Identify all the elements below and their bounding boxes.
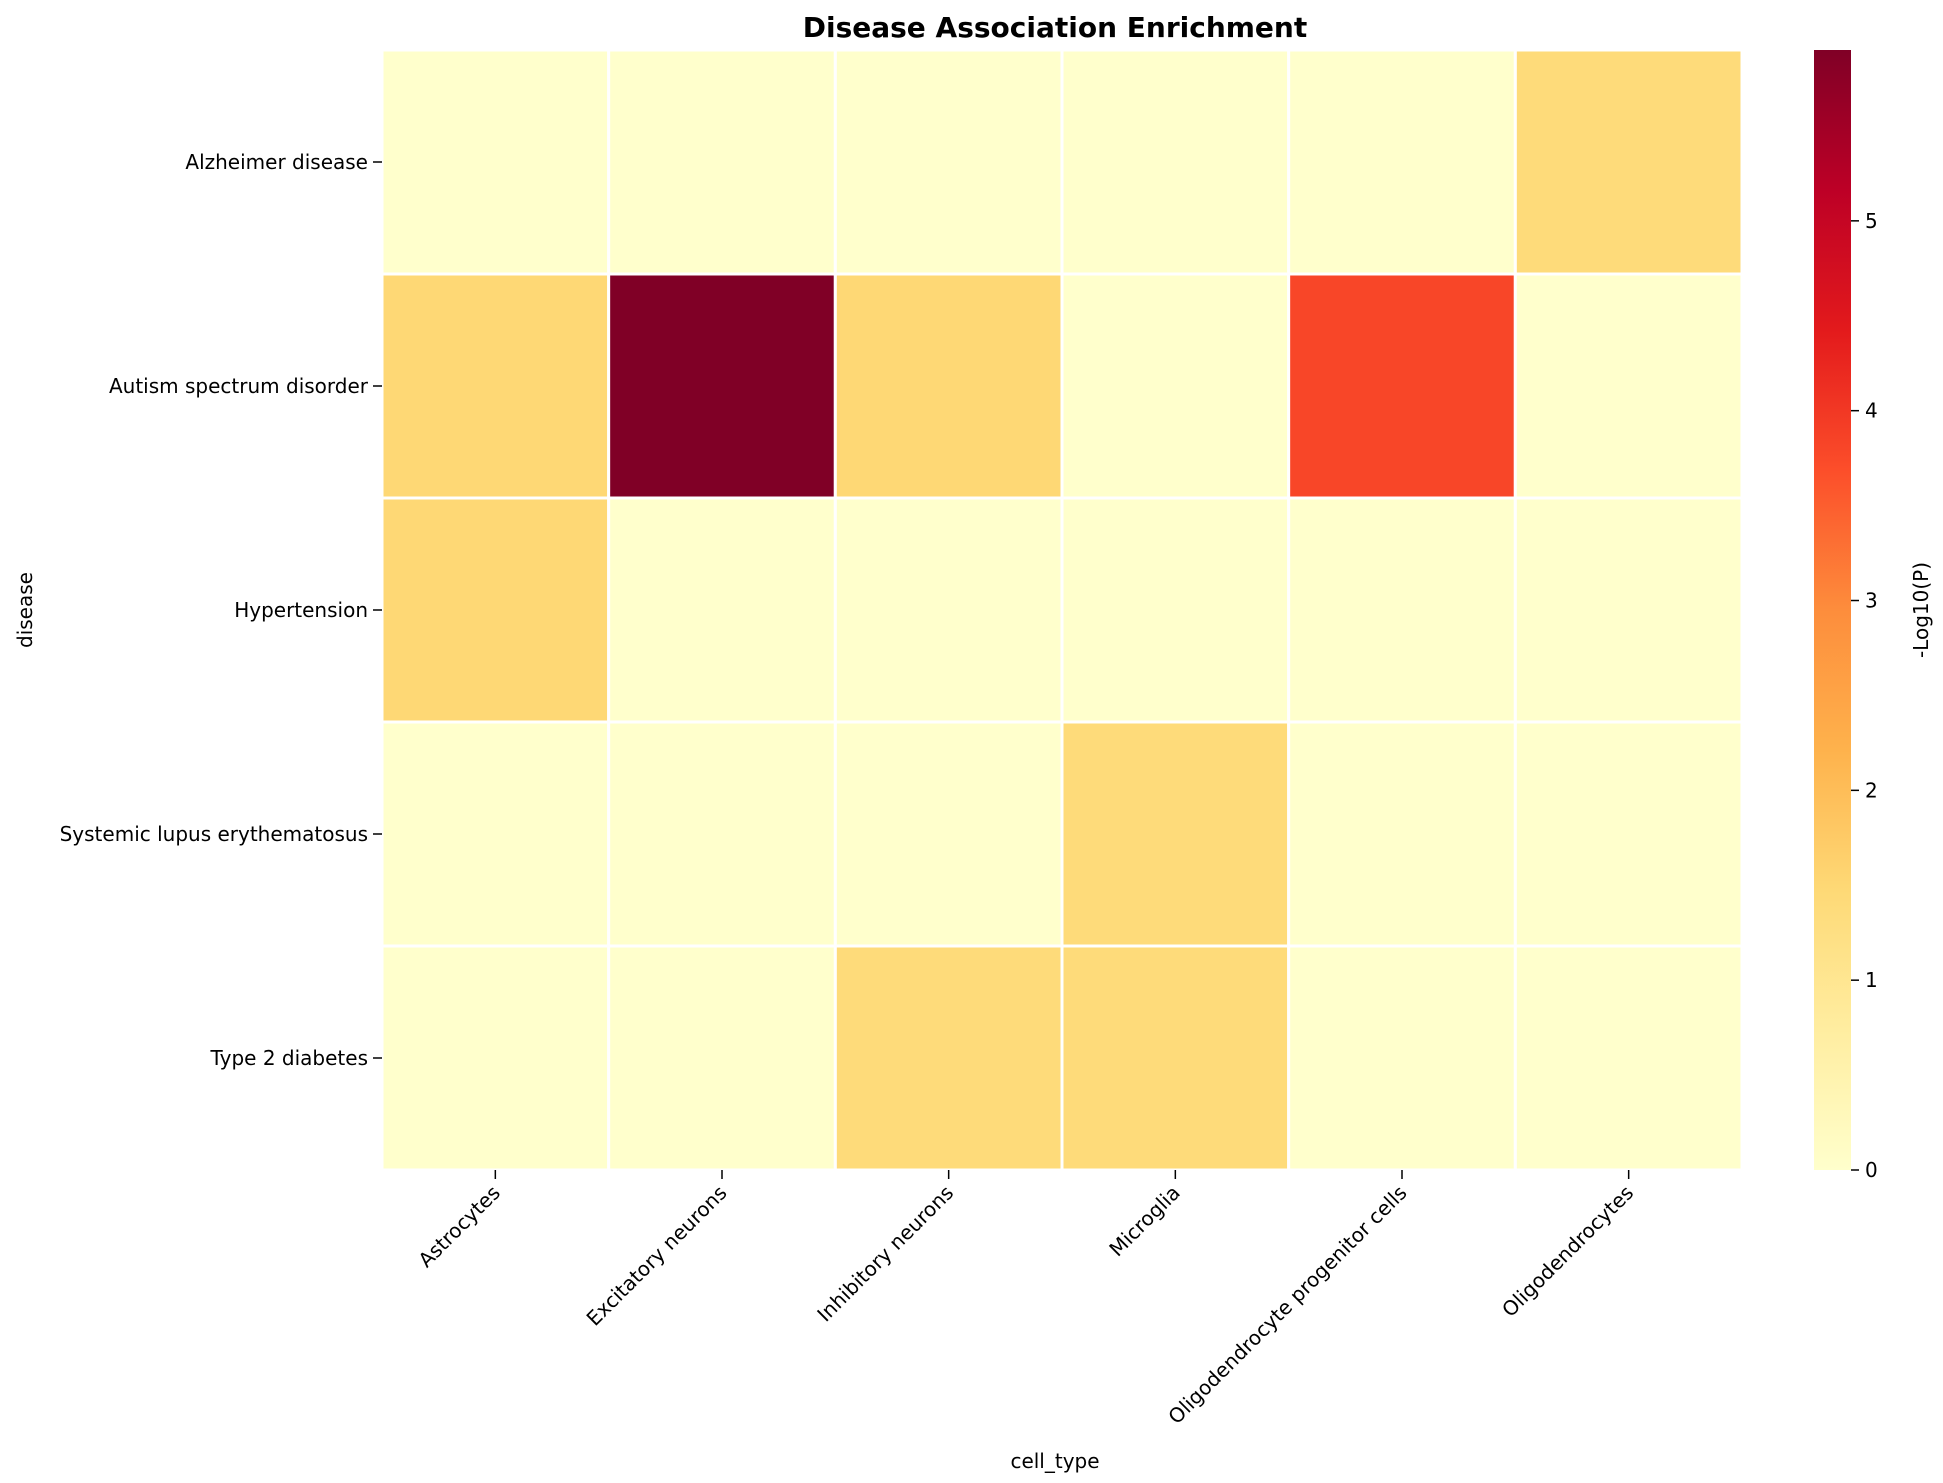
colorbar-tick-label: 4: [1865, 399, 1878, 423]
x-tick-label: Microglia: [1104, 1181, 1185, 1262]
heatmap-cell: [607, 272, 837, 500]
heatmap-cell: [380, 48, 611, 276]
heatmap-cell: [607, 48, 837, 276]
heatmap-cell: [833, 48, 1064, 276]
heatmap-cell: [1513, 272, 1744, 500]
heatmap-cell: [1060, 720, 1291, 948]
x-tick-label: Inhibitory neurons: [812, 1181, 958, 1327]
heatmap-cell: [833, 944, 1064, 1172]
heatmap-cell: [833, 720, 1064, 948]
heatmap-cell: [607, 720, 837, 948]
y-axis-ticks: Alzheimer disease Autism spectrum disorde…: [60, 150, 382, 1070]
heatmap-cell: [1513, 496, 1744, 724]
colorbar-tick-label: 2: [1865, 778, 1878, 802]
heatmap-cell: [1513, 944, 1744, 1172]
heatmap-cell: [1060, 496, 1291, 724]
y-axis-label: disease: [13, 572, 37, 648]
heatmap-cell: [1287, 944, 1517, 1172]
x-axis-label: cell_type: [1010, 1449, 1099, 1473]
heatmap-cell: [607, 496, 837, 724]
heatmap-cells: [380, 48, 1744, 1172]
y-tick-label: Systemic lupus erythematosus: [60, 822, 368, 846]
heatmap-cell: [380, 496, 611, 724]
x-tick-label: Oligodendrocytes: [1497, 1181, 1638, 1322]
heatmap-cell: [833, 496, 1064, 724]
heatmap-cell: [833, 272, 1064, 500]
colorbar-tick-label: 1: [1865, 968, 1878, 992]
x-tick-label: Oligodendrocyte progenitor cells: [1163, 1181, 1411, 1429]
heatmap-cell: [1060, 272, 1291, 500]
colorbar-tick-label: 3: [1865, 589, 1878, 613]
y-tick-label: Autism spectrum disorder: [109, 374, 369, 398]
colorbar-ticks: 0 1 2 3 4 5: [1851, 209, 1878, 1182]
heatmap-cell: [1513, 48, 1744, 276]
y-tick-label: Type 2 diabetes: [210, 1046, 368, 1070]
heatmap-cell: [380, 720, 611, 948]
heatmap-cell: [380, 272, 611, 500]
y-tick-label: Alzheimer disease: [185, 150, 368, 174]
colorbar-label: -Log10(P): [1909, 562, 1933, 658]
chart-title: Disease Association Enrichment: [803, 11, 1308, 44]
colorbar: [1814, 50, 1851, 1170]
colorbar-tick-label: 5: [1865, 209, 1878, 233]
heatmap-cell: [1513, 720, 1744, 948]
x-tick-label: Astrocytes: [413, 1181, 504, 1272]
heatmap-cell: [1287, 496, 1517, 724]
x-axis-ticks: Astrocytes Excitatory neurons Inhibitory n…: [413, 1170, 1638, 1429]
heatmap-cell: [1060, 48, 1291, 276]
heatmap-cell: [1287, 720, 1517, 948]
heatmap-cell: [380, 944, 611, 1172]
y-tick-label: Hypertension: [234, 598, 368, 622]
colorbar-tick-label: 0: [1865, 1158, 1878, 1182]
heatmap-cell: [607, 944, 837, 1172]
heatmap-cell: [1287, 48, 1517, 276]
x-tick-label: Excitatory neurons: [582, 1181, 732, 1331]
heatmap-cell: [1060, 944, 1291, 1172]
heatmap-cell: [1287, 272, 1517, 500]
